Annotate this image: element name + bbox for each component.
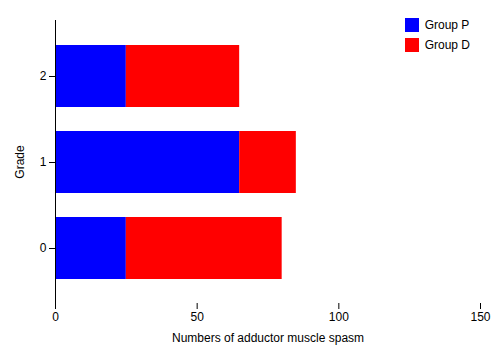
svg-text:100: 100 [329, 310, 349, 324]
svg-text:0: 0 [52, 310, 59, 324]
html-text:Group P: Group P [424, 18, 470, 32]
svg-text:Numbers of adductor muscle spa: Numbers of adductor muscle spasm [172, 331, 364, 345]
svg-text:0: 0 [40, 241, 47, 255]
svg-text:2: 2 [40, 69, 47, 83]
html-text:Group D: Group D [424, 38, 470, 52]
svg-text:1: 1 [40, 155, 47, 169]
svg-text:50: 50 [190, 310, 204, 324]
svg-text:150: 150 [470, 310, 490, 324]
svg-text:Grade: Grade [13, 145, 27, 179]
